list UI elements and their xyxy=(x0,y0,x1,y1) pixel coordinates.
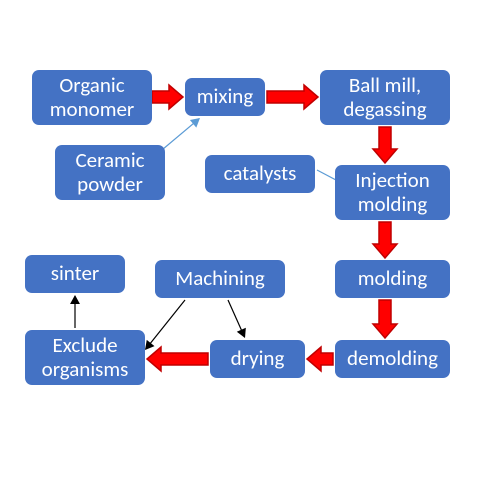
node-mixing: mixing xyxy=(185,78,265,116)
node-exclude: Excludeorganisms xyxy=(25,330,145,385)
node-organic: Organicmonomer xyxy=(32,70,152,125)
node-molding: molding xyxy=(335,260,450,298)
node-ceramic: Ceramicpowder xyxy=(55,145,165,200)
node-ballmill: Ball mill,degassing xyxy=(320,70,450,125)
node-sinter: sinter xyxy=(25,255,125,293)
node-demolding: demolding xyxy=(335,340,450,378)
node-catalysts: catalysts xyxy=(205,155,315,193)
node-machining: Machining xyxy=(155,260,285,298)
flowchart-canvas: Organicmonomer mixing Ball mill,degassing C… xyxy=(0,60,500,440)
node-drying: drying xyxy=(210,340,305,378)
node-injection: Injectionmolding xyxy=(335,165,450,220)
